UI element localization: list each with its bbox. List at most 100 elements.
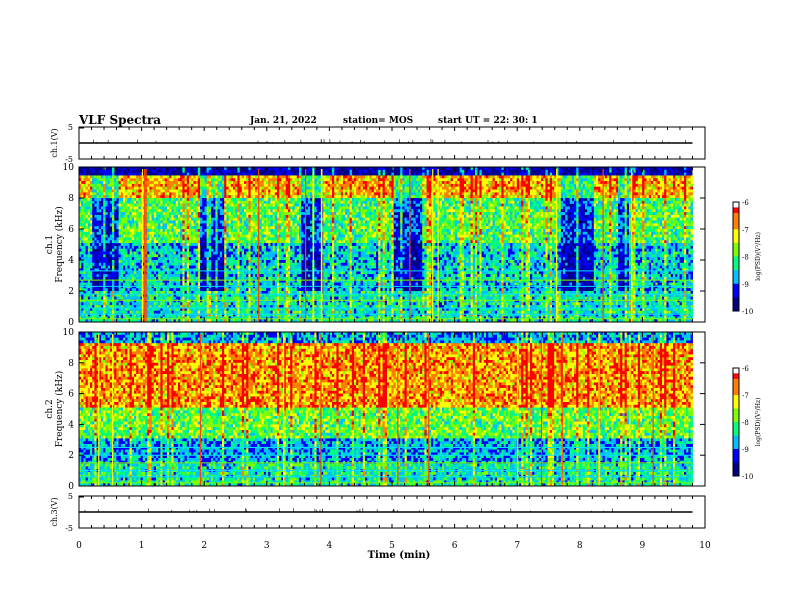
spectrogram-cell <box>244 277 246 280</box>
spectrogram-cell <box>253 212 255 215</box>
spectrogram-cell <box>136 274 138 277</box>
spectrogram-cell <box>88 212 90 215</box>
spectrogram-cell <box>270 297 272 300</box>
spectrogram-cell <box>169 235 171 238</box>
spectrogram-cell <box>163 192 165 195</box>
spectrogram-cell <box>127 288 129 291</box>
spectrogram-cell <box>83 184 85 187</box>
spectrogram-cell <box>103 235 105 238</box>
spectrogram-cell <box>180 232 182 235</box>
spectrogram-cell <box>253 257 255 260</box>
spectrogram-cell <box>277 237 279 240</box>
spectrogram-cell <box>279 266 281 269</box>
spectrogram-cell <box>123 218 125 221</box>
spectrogram-cell <box>266 283 268 286</box>
spectrogram-cell <box>229 226 231 229</box>
spectrogram-cell <box>127 206 129 209</box>
spectrogram-cell <box>81 237 83 240</box>
spectrogram-cell <box>215 201 217 204</box>
spectrogram-cell <box>279 249 281 252</box>
spectrogram-cell <box>253 187 255 190</box>
spectrogram-cell <box>130 232 132 235</box>
spectrogram-cell <box>138 232 140 235</box>
spectrogram-cell <box>253 201 255 204</box>
spectrogram-cell <box>198 288 200 291</box>
spectrogram-cell <box>83 246 85 249</box>
spectrogram-cell <box>156 198 158 201</box>
spectrogram-cell <box>207 181 209 184</box>
spectrogram-cell <box>169 274 171 277</box>
spectrogram-cell <box>220 240 222 243</box>
spectrogram-cell <box>264 221 266 224</box>
spectrogram-cell <box>110 283 112 286</box>
spectrogram-cell <box>123 215 125 218</box>
spectrogram-cell <box>152 209 154 212</box>
spectrogram-cell <box>114 297 116 300</box>
spectrogram-cell <box>264 184 266 187</box>
spectrogram-cell <box>101 175 103 178</box>
spectrogram-cell <box>240 195 242 198</box>
spectrogram-cell <box>169 257 171 260</box>
spectrogram-cell <box>163 198 165 201</box>
spectrogram-cell <box>244 178 246 181</box>
spectrogram-cell <box>244 184 246 187</box>
spectrogram-cell <box>163 254 165 257</box>
spectrogram-cell <box>123 285 125 288</box>
spectrogram-cell <box>90 291 92 294</box>
spectrogram-cell <box>158 285 160 288</box>
spectrogram-cell <box>220 192 222 195</box>
spectrogram-cell <box>213 252 215 255</box>
spectrogram-cell <box>163 297 165 300</box>
spectrogram-cell <box>255 209 257 212</box>
spectrogram-cell <box>119 215 121 218</box>
spectrogram-cell <box>246 266 248 269</box>
spectrogram-cell <box>262 212 264 215</box>
spectrogram-cell <box>255 277 257 280</box>
spectrogram-cell <box>119 288 121 291</box>
spectrogram-cell <box>268 184 270 187</box>
spectrogram-cell <box>275 277 277 280</box>
spectrogram-cell <box>86 252 88 255</box>
spectrogram-cell <box>270 223 272 226</box>
spectrogram-cell <box>171 218 173 221</box>
spectrogram-cell <box>138 249 140 252</box>
spectrogram-cell <box>281 277 283 280</box>
spectrogram-cell <box>224 198 226 201</box>
spectrogram-cell <box>97 198 99 201</box>
spectrogram-cell <box>152 243 154 246</box>
spectrogram-cell <box>185 263 187 266</box>
spectrogram-cell <box>211 297 213 300</box>
spectrogram-cell <box>220 206 222 209</box>
spectrogram-cell <box>266 249 268 252</box>
spectrogram-cell <box>156 184 158 187</box>
spectrogram-cell <box>101 206 103 209</box>
spectrogram-cell <box>202 198 204 201</box>
spectrogram-cell <box>237 297 239 300</box>
spectrogram-cell <box>288 212 290 215</box>
spectrogram-cell <box>160 257 162 260</box>
spectrogram-cell <box>149 297 151 300</box>
spectrogram-cell <box>114 291 116 294</box>
spectrogram-cell <box>255 206 257 209</box>
spectrogram-cell <box>262 175 264 178</box>
spectrogram-cell <box>127 260 129 263</box>
spectrogram-cell <box>196 274 198 277</box>
spectrogram-cell <box>218 285 220 288</box>
spectrogram-cell <box>112 291 114 294</box>
spectrogram-cell <box>187 206 189 209</box>
spectrogram-cell <box>213 192 215 195</box>
spectrogram-cell <box>231 232 233 235</box>
spectrogram-cell <box>222 212 224 215</box>
spectrogram-cell <box>288 226 290 229</box>
spectrogram-cell <box>101 288 103 291</box>
spectrogram-cell <box>196 187 198 190</box>
ch1-spectrogram-panel: 0246810ch.1 Frequency (kHz) <box>45 163 705 328</box>
spectrogram-cell <box>119 204 121 207</box>
spectrogram-cell <box>226 201 228 204</box>
spectrogram-cell <box>187 226 189 229</box>
spectrogram-cell <box>224 181 226 184</box>
spectrogram-cell <box>189 277 191 280</box>
spectrogram-cell <box>235 243 237 246</box>
spectrogram-cell <box>165 311 167 314</box>
spectrogram-cell <box>105 184 107 187</box>
